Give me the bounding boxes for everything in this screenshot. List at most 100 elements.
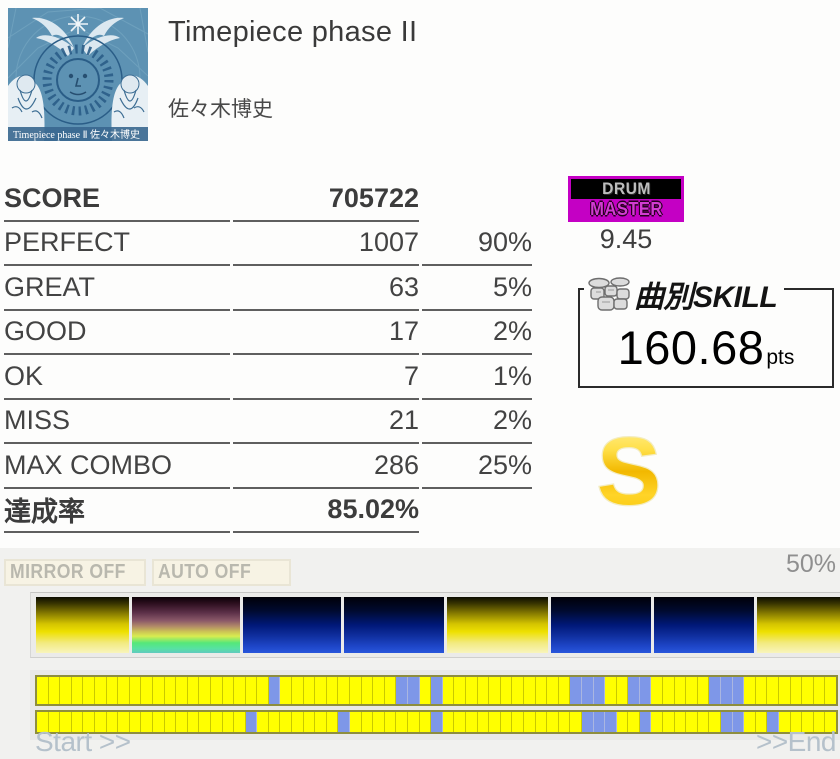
density-cell (292, 712, 304, 732)
badge-instrument-label: DRUM (601, 179, 651, 198)
score-label: SCORE (4, 177, 230, 222)
graph-segment-yellow (757, 597, 840, 653)
density-cell-blue (581, 712, 594, 732)
density-cell (813, 712, 826, 732)
density-cell (94, 712, 107, 732)
note-density-panel (30, 670, 840, 740)
graph-segment-blue (654, 597, 754, 653)
judgement-count: 7 (233, 355, 419, 400)
density-cell (257, 712, 269, 732)
judgement-count: 21 (233, 400, 419, 444)
density-cell (477, 712, 490, 732)
density-cell (697, 677, 710, 704)
judgement-row: MISS 21 2% (4, 400, 532, 444)
graph-segment-blue (344, 597, 444, 653)
density-cell (48, 712, 61, 732)
density-cell-blue (639, 712, 652, 732)
density-cell-blue (709, 677, 722, 704)
mirror-toggle-button[interactable]: MIRROR OFF (4, 559, 146, 586)
mirror-toggle-label: MIRROR OFF (10, 561, 126, 583)
density-cell-blue (593, 677, 606, 704)
achievement-label: 達成率 (4, 489, 230, 533)
skill-box: 曲別SKILL 160.68 pts (578, 272, 834, 388)
density-cell (129, 677, 142, 704)
density-cell (767, 677, 779, 704)
density-cell (442, 677, 455, 704)
density-cell-blue (396, 677, 408, 704)
density-cell-blue (732, 677, 745, 704)
figure-right (111, 74, 148, 141)
rank-letter: S (596, 417, 663, 527)
density-cell (338, 677, 351, 704)
judgement-label: GREAT (4, 266, 230, 311)
density-cell-blue (593, 712, 606, 732)
density-cell (813, 677, 826, 704)
judgement-label: OK (4, 355, 230, 400)
density-cell (210, 677, 223, 704)
accuracy-graph-segments (31, 593, 840, 657)
achievement-row: 達成率 85.02% (4, 489, 532, 533)
density-cell (141, 712, 153, 732)
density-cell (616, 712, 629, 732)
auto-toggle-button[interactable]: AUTO OFF (152, 559, 291, 586)
density-cell (744, 677, 756, 704)
timeline-section: MIRROR OFF AUTO OFF 50% Start >> >>End (0, 548, 840, 759)
density-cell (523, 712, 536, 732)
density-cell (802, 677, 814, 704)
density-cell (384, 677, 397, 704)
density-cell-blue (338, 712, 351, 732)
density-cell-blue (767, 712, 779, 732)
density-cell (663, 712, 675, 732)
density-cell (477, 677, 490, 704)
graph-segment-blue (243, 597, 341, 653)
density-cell (663, 677, 675, 704)
density-cell (94, 677, 107, 704)
density-cell (176, 712, 188, 732)
figure-left (8, 74, 45, 141)
judgement-percent: 2% (422, 400, 532, 444)
density-cell (616, 677, 629, 704)
density-cell-blue (605, 712, 617, 732)
score-percent-spacer (422, 177, 532, 222)
density-cell (118, 712, 130, 732)
density-cell (234, 712, 246, 732)
density-cell (48, 677, 61, 704)
judgement-label: MAX COMBO (4, 444, 230, 489)
density-cell (651, 712, 664, 732)
density-cell (60, 677, 72, 704)
graph-segment-rainbow (132, 597, 240, 653)
badge-difficulty-label: MASTER (589, 199, 663, 219)
density-cell (558, 677, 571, 704)
judgement-percent: 2% (422, 311, 532, 355)
result-table: SCORE 705722 PERFECT 1007 90% GREAT 63 5% GOOD… (4, 177, 532, 533)
density-cell (442, 712, 455, 732)
density-cell (106, 677, 119, 704)
judgement-percent: 5% (422, 266, 532, 311)
density-cell (790, 677, 803, 704)
density-cell (802, 712, 814, 732)
badge-instrument: DRUM (571, 179, 681, 199)
density-cell (547, 677, 559, 704)
score-row: SCORE 705722 (4, 177, 532, 222)
density-cell (454, 677, 466, 704)
timeline-start-label: Start >> (35, 726, 131, 757)
judgement-count: 286 (233, 444, 419, 489)
judgement-count: 63 (233, 266, 419, 311)
density-cell (106, 712, 119, 732)
density-cell-blue (570, 677, 582, 704)
density-cell-blue (639, 677, 652, 704)
density-cell (523, 677, 536, 704)
judgement-row: MAX COMBO 286 25% (4, 444, 532, 489)
density-cell (245, 677, 258, 704)
auto-toggle-label: AUTO OFF (158, 561, 252, 583)
density-cell (465, 712, 478, 732)
density-cell (129, 712, 142, 732)
density-cell (118, 677, 130, 704)
density-cell (199, 677, 211, 704)
density-cell (755, 677, 768, 704)
timeline-max-percent: 50% (785, 550, 836, 578)
density-cell (361, 677, 374, 704)
density-cell (280, 677, 293, 704)
density-cell (83, 677, 95, 704)
density-cell (686, 712, 698, 732)
